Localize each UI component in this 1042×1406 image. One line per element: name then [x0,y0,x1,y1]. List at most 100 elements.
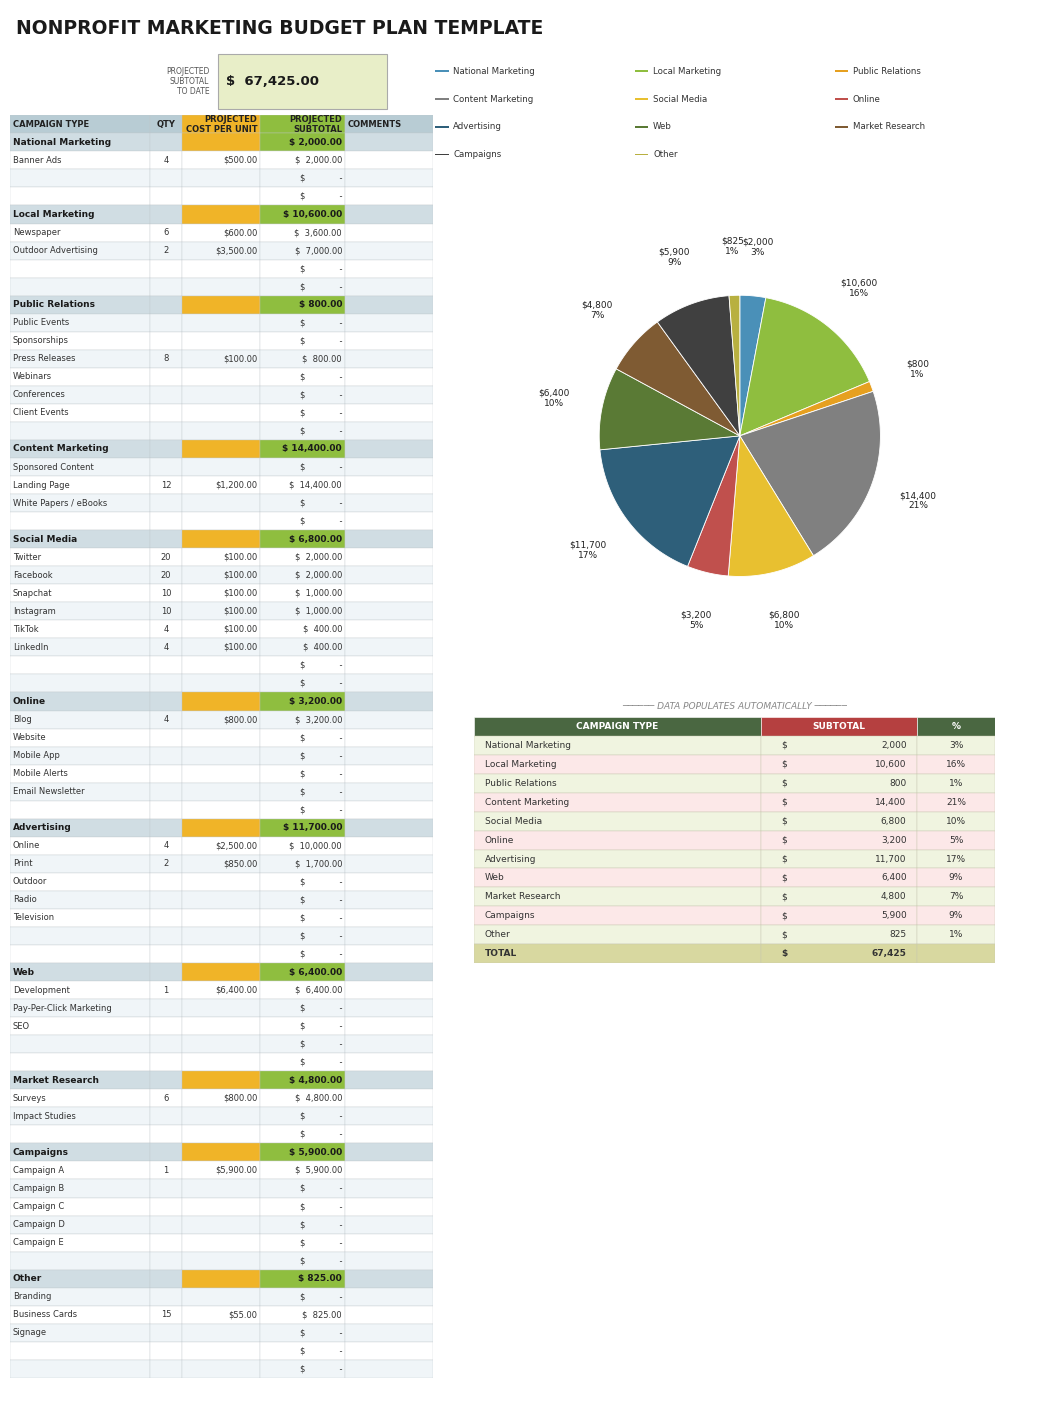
Bar [345,1000,433,1017]
Polygon shape [740,381,873,436]
Text: $             -: $ - [300,877,342,886]
Bar [260,800,345,818]
Bar [150,981,181,1000]
Text: Sponsorships: Sponsorships [13,336,69,346]
Text: $: $ [782,873,788,883]
Text: Local Marketing: Local Marketing [13,209,95,219]
Text: $: $ [782,779,788,787]
Bar [10,1090,150,1108]
Bar [345,873,433,891]
Text: PROJECTED
SUBTOTAL
TO DATE: PROJECTED SUBTOTAL TO DATE [166,66,209,97]
Bar [150,1125,181,1143]
Bar [10,783,150,800]
Bar [345,350,433,368]
Bar [10,385,150,404]
Text: $             -: $ - [300,373,342,381]
Bar [345,765,433,783]
Text: Advertising: Advertising [453,122,502,132]
Text: $ 11,700.00: $ 11,700.00 [282,824,342,832]
Bar [260,963,345,981]
Bar [150,295,181,314]
Bar [260,115,345,134]
Bar [181,152,260,169]
Bar [150,385,181,404]
Text: $  2,000.00: $ 2,000.00 [295,156,342,165]
Bar [10,800,150,818]
Bar [260,1324,345,1341]
Bar [10,1161,150,1180]
Text: $             -: $ - [300,1112,342,1121]
FancyBboxPatch shape [218,53,387,110]
Text: $6,400
10%: $6,400 10% [538,388,569,408]
Bar [835,98,848,100]
Text: Public Events: Public Events [13,318,69,328]
Text: QTY: QTY [156,120,175,129]
Text: Conferences: Conferences [13,391,66,399]
Bar [10,295,150,314]
Bar [474,945,761,963]
Text: $11,700
17%: $11,700 17% [570,540,606,560]
Bar [150,530,181,548]
Text: Public Relations: Public Relations [852,67,921,76]
Bar [150,134,181,152]
Bar [10,530,150,548]
Bar [636,98,648,100]
Bar [10,1360,150,1378]
Bar [345,1143,433,1161]
Text: $             -: $ - [300,408,342,418]
Bar [345,855,433,873]
Bar [917,869,995,887]
Bar [474,811,761,831]
Bar [917,811,995,831]
Text: Online: Online [852,94,880,104]
Bar [345,458,433,477]
Polygon shape [740,295,766,436]
Text: $  825.00: $ 825.00 [302,1310,342,1319]
Bar [10,260,150,277]
Text: $800.00: $800.00 [223,1094,257,1102]
Text: $4,800
7%: $4,800 7% [581,301,613,321]
Bar [10,1180,150,1198]
Text: $  2,000.00: $ 2,000.00 [295,571,342,579]
Bar [260,295,345,314]
Text: Content Marketing: Content Marketing [13,444,108,454]
Bar [345,1324,433,1341]
Bar [150,963,181,981]
Bar [10,855,150,873]
Text: ────── DATA POPULATES AUTOMATICALLY ──────: ────── DATA POPULATES AUTOMATICALLY ────… [622,702,847,711]
Text: Online: Online [13,841,41,851]
Bar [10,1143,150,1161]
Bar [150,693,181,710]
Text: $100.00: $100.00 [223,553,257,562]
Text: 11,700: 11,700 [875,855,907,863]
Bar [636,153,648,155]
Bar [474,887,761,907]
Bar [10,1017,150,1035]
Bar [181,1360,260,1378]
Bar [10,404,150,422]
Bar [260,981,345,1000]
Bar [10,277,150,295]
Bar [150,422,181,440]
Bar [260,1306,345,1324]
Bar [917,887,995,907]
Text: Advertising: Advertising [13,824,72,832]
Bar [150,1017,181,1035]
Bar [181,295,260,314]
Bar [181,1090,260,1108]
Bar [150,657,181,675]
Bar [345,945,433,963]
Text: 12: 12 [160,481,171,489]
Bar [345,1233,433,1251]
Bar [181,1125,260,1143]
Bar [436,70,449,72]
Bar [10,945,150,963]
Text: $  67,425.00: $ 67,425.00 [226,75,319,89]
Text: 3%: 3% [949,741,963,749]
Bar [260,512,345,530]
Bar [345,422,433,440]
Bar [345,620,433,638]
Text: National Marketing: National Marketing [13,138,111,146]
Text: $  800.00: $ 800.00 [302,354,342,363]
Bar [345,187,433,205]
